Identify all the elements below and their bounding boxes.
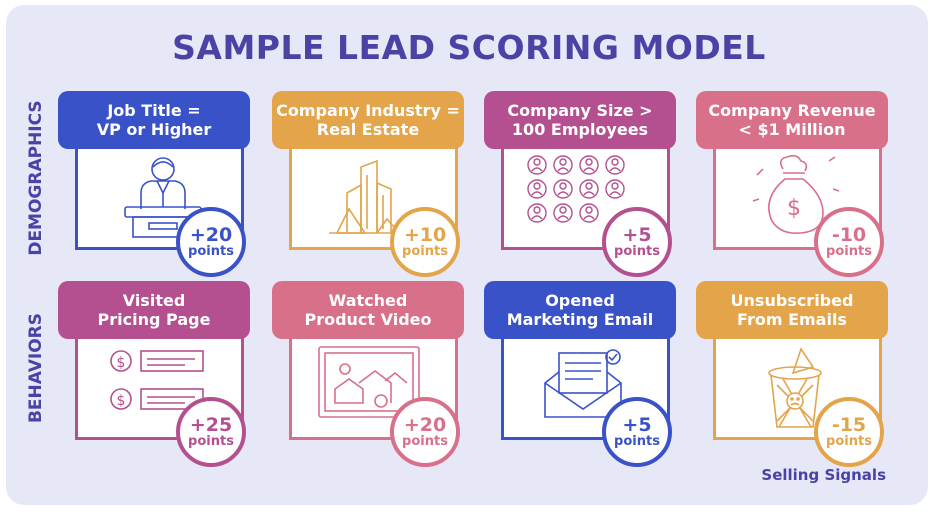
score-unit: points bbox=[402, 434, 448, 449]
score-badge: +5 points bbox=[602, 397, 672, 467]
card-header: Visited Pricing Page bbox=[58, 281, 250, 339]
card-title-line2: Pricing Page bbox=[97, 310, 211, 329]
card-unsubscribed-from-emails: Unsubscribed From Emails -15 points bbox=[696, 281, 888, 467]
row-label-demographics: DEMOGRAPHICS bbox=[26, 100, 46, 256]
card-header: Watched Product Video bbox=[272, 281, 464, 339]
score-badge: +25 points bbox=[176, 397, 246, 467]
brand-label: Selling Signals bbox=[761, 466, 886, 484]
score-value: -10 bbox=[831, 224, 867, 246]
card-title-line2: From Emails bbox=[737, 310, 847, 329]
score-value: +20 bbox=[189, 224, 233, 246]
score-badge: +5 points bbox=[602, 207, 672, 277]
card-title-line1: Unsubscribed bbox=[730, 291, 854, 310]
card-header: Unsubscribed From Emails bbox=[696, 281, 888, 339]
score-unit: points bbox=[826, 244, 872, 259]
card-title-line1: Visited bbox=[122, 291, 186, 310]
card-header: Job Title = VP or Higher bbox=[58, 91, 250, 149]
card-title-line1: Company Industry = bbox=[276, 101, 460, 120]
card-title-line2: Marketing Email bbox=[506, 310, 654, 329]
score-value: +5 bbox=[622, 224, 652, 246]
svg-text:$: $ bbox=[117, 355, 126, 371]
score-badge: -15 points bbox=[814, 397, 884, 467]
card-title-line1: Watched bbox=[328, 291, 408, 310]
card-title-line1: Opened bbox=[545, 291, 615, 310]
card-job-title: Job Title = VP or Higher +20 points bbox=[58, 91, 250, 277]
card-header: Company Revenue < $1 Million bbox=[696, 91, 888, 149]
card-title-line2: 100 Employees bbox=[511, 120, 649, 139]
score-value: +25 bbox=[189, 414, 233, 436]
card-title-line1: Company Size > bbox=[507, 101, 653, 120]
score-value: -15 bbox=[831, 414, 867, 436]
score-badge: +20 points bbox=[176, 207, 246, 277]
card-watched-product-video: Watched Product Video +20 points bbox=[272, 281, 464, 467]
score-unit: points bbox=[614, 244, 660, 259]
page-title: SAMPLE LEAD SCORING MODEL bbox=[172, 28, 766, 67]
svg-text:$: $ bbox=[787, 196, 801, 221]
card-header: Company Industry = Real Estate bbox=[272, 91, 464, 149]
score-badge: -10 points bbox=[814, 207, 884, 277]
score-value: +5 bbox=[622, 414, 652, 436]
card-opened-marketing-email: Opened Marketing Email +5 points bbox=[484, 281, 676, 467]
card-company-revenue: Company Revenue < $1 Million $ -10 point… bbox=[696, 91, 888, 277]
trash-can-icon bbox=[768, 347, 822, 428]
svg-text:$: $ bbox=[117, 393, 126, 409]
score-badge: +20 points bbox=[390, 397, 460, 467]
card-title-line2: VP or Higher bbox=[96, 120, 212, 139]
money-bag-icon: $ bbox=[752, 154, 840, 235]
employees-grid-icon bbox=[527, 155, 625, 223]
card-title-line1: Job Title = bbox=[107, 101, 201, 120]
card-company-industry: Company Industry = Real Estate +10 point… bbox=[272, 91, 464, 277]
card-title-line2: Real Estate bbox=[316, 120, 420, 139]
card-title-line2: < $1 Million bbox=[738, 120, 846, 139]
card-visited-pricing-page: Visited Pricing Page $ $ +25 points bbox=[58, 281, 250, 467]
score-unit: points bbox=[188, 434, 234, 449]
card-company-size: Company Size > 100 Employees +5 points bbox=[484, 91, 676, 277]
score-value: +20 bbox=[403, 414, 447, 436]
pricing-list-icon: $ $ bbox=[110, 350, 204, 410]
score-unit: points bbox=[826, 434, 872, 449]
card-header: Opened Marketing Email bbox=[484, 281, 676, 339]
score-value: +10 bbox=[403, 224, 447, 246]
video-houses-icon bbox=[318, 346, 420, 418]
card-frame bbox=[289, 337, 458, 440]
score-unit: points bbox=[614, 434, 660, 449]
card-header: Company Size > 100 Employees bbox=[484, 91, 676, 149]
card-title-line2: Product Video bbox=[304, 310, 432, 329]
score-unit: points bbox=[188, 244, 234, 259]
card-title-line1: Company Revenue bbox=[708, 101, 876, 120]
row-label-behaviors: BEHAVIORS bbox=[26, 312, 46, 424]
score-badge: +10 points bbox=[390, 207, 460, 277]
score-unit: points bbox=[402, 244, 448, 259]
